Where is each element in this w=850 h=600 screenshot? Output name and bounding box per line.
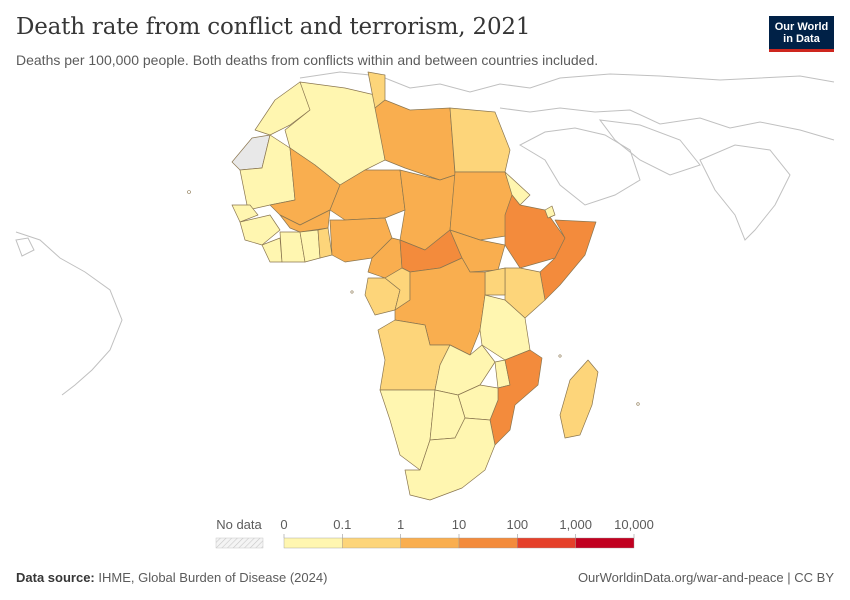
chart-subtitle: Deaths per 100,000 people. Both deaths f… [16, 52, 599, 68]
island-comoros [558, 354, 562, 358]
source-link[interactable]: OurWorldinData.org/war-and-peace [577, 570, 784, 585]
legend-bin-5 [575, 537, 635, 549]
country-guinea[interactable] [239, 214, 281, 246]
country-senegal[interactable] [231, 204, 259, 223]
south-america-outline [15, 231, 123, 396]
island-cape-verde [187, 190, 191, 194]
india-outline [699, 144, 791, 241]
legend: No data 0 0.1 1 10 100 1,000 10,000 [215, 517, 654, 549]
choropleth-map[interactable] [0, 70, 850, 510]
legend-tick-label-5: 1,000 [559, 517, 592, 532]
legend-bin-4 [517, 537, 576, 549]
legend-bin-2 [400, 537, 460, 549]
data-source-label: Data source: [16, 570, 95, 585]
island-sao-tome [350, 290, 354, 294]
logo-line-1: Our World [774, 21, 829, 33]
country-togo-benin[interactable] [317, 227, 333, 259]
greenland-tip [15, 237, 35, 257]
logo-line-2: in Data [783, 33, 820, 45]
chart-title: Death rate from conflict and terrorism, … [16, 14, 531, 40]
legend-ticks: 0 0.1 1 10 100 1,000 10,000 [280, 517, 654, 538]
island-markers [187, 190, 640, 406]
legend-tick-label-4: 100 [506, 517, 528, 532]
legend-tick-label-2: 1 [397, 517, 404, 532]
country-niger[interactable] [329, 169, 406, 221]
legend-bin-3 [458, 537, 518, 549]
owid-logo[interactable]: Our World in Data [769, 16, 834, 52]
footer-link-group: OurWorldinData.org/war-and-peace | CC BY [578, 570, 834, 585]
country-egypt[interactable] [449, 107, 511, 173]
country-south-africa[interactable] [404, 417, 496, 501]
legend-tick-label-3: 10 [452, 517, 466, 532]
island-mauritius [636, 402, 640, 406]
legend-tick-label-0: 0 [280, 517, 287, 532]
legend-no-data-label: No data [216, 517, 262, 532]
legend-tick-label-1: 0.1 [333, 517, 351, 532]
data-source: Data source: IHME, Global Burden of Dise… [16, 570, 327, 585]
legend-tick-label-6: 10,000 [614, 517, 654, 532]
middle-east-outline [499, 107, 835, 141]
footer-separator: | [787, 570, 795, 585]
country-madagascar[interactable] [559, 359, 599, 439]
legend-bin-1 [342, 537, 401, 549]
legend-bins [283, 537, 635, 549]
country-mozambique[interactable] [489, 349, 543, 446]
iran-outline [598, 119, 701, 176]
arabian-peninsula [518, 127, 641, 206]
country-uganda[interactable] [484, 267, 506, 296]
license-label: CC BY [794, 570, 834, 585]
data-source-text: IHME, Global Burden of Disease (2024) [98, 570, 328, 585]
country-libya[interactable] [374, 99, 456, 181]
legend-bin-0 [283, 537, 343, 549]
legend-no-data-swatch [215, 537, 264, 549]
country-djibouti[interactable] [544, 205, 556, 219]
africa-countries[interactable] [231, 71, 599, 501]
